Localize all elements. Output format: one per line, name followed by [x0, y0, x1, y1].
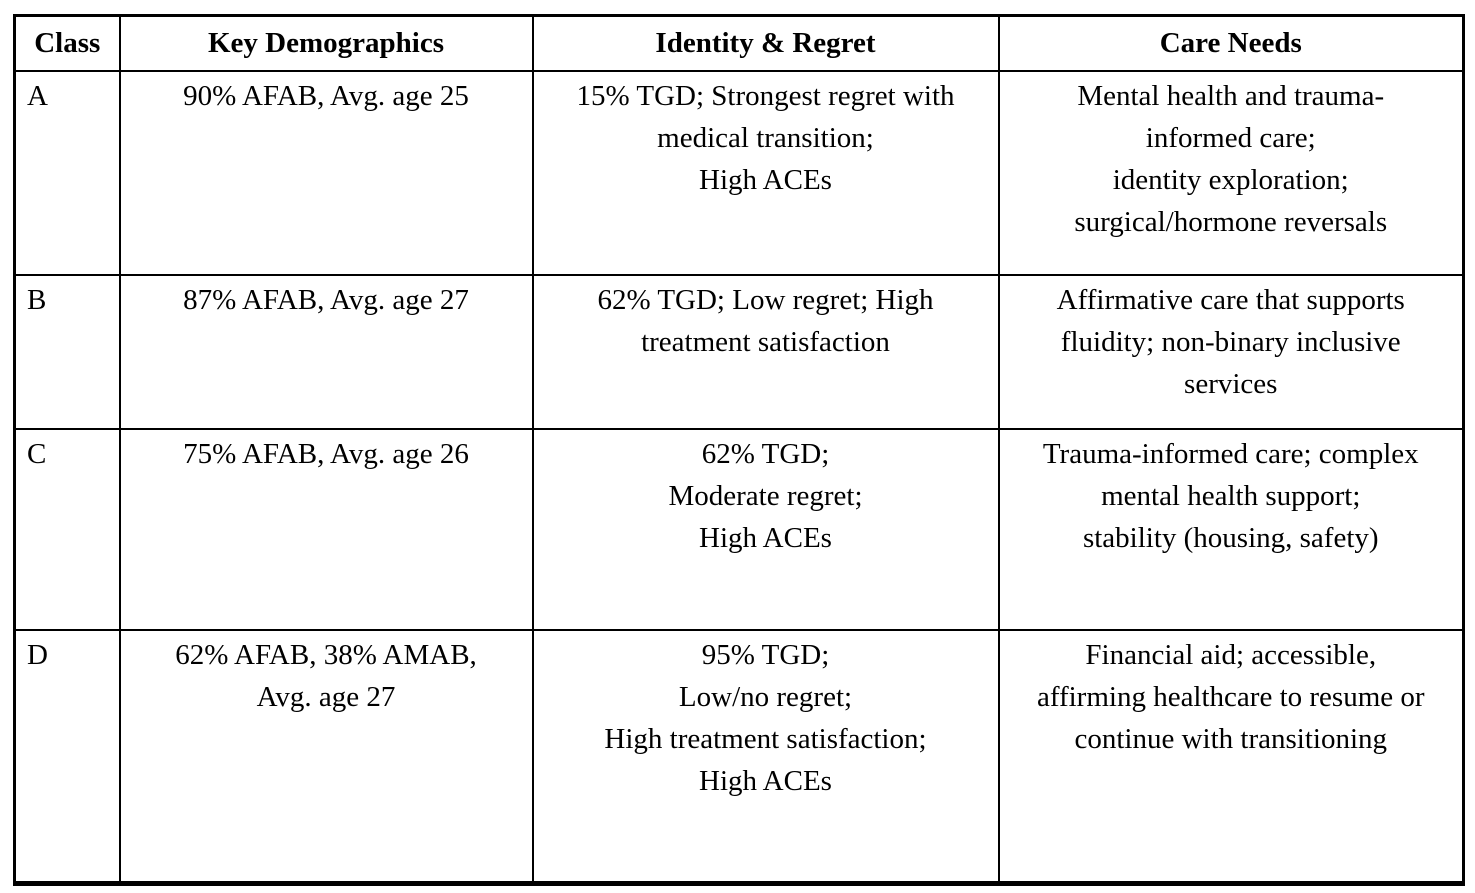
- cell-care-needs: Trauma-informed care; complex mental hea…: [997, 427, 1465, 631]
- cell-identity-regret: 95% TGD; Low/no regret; High treatment s…: [531, 628, 1000, 885]
- cell-identity-regret: 62% TGD; Low regret; High treatment sati…: [531, 273, 1000, 430]
- cell-demographics: 87% AFAB, Avg. age 27: [118, 273, 534, 430]
- header-key-demographics: Key Demographics: [118, 14, 534, 72]
- table-row-class-d: D 62% AFAB, 38% AMAB, Avg. age 27 95% TG…: [13, 628, 1465, 885]
- cell-class-label: C: [13, 427, 121, 631]
- cell-class-label: B: [13, 273, 121, 430]
- cell-identity-regret: 62% TGD; Moderate regret; High ACEs: [531, 427, 1000, 631]
- latent-classes-table: Class Key Demographics Identity & Regret…: [13, 14, 1465, 886]
- cell-demographics: 90% AFAB, Avg. age 25: [118, 69, 534, 276]
- cell-care-needs: Affirmative care that supports fluidity;…: [997, 273, 1465, 430]
- header-care-needs: Care Needs: [997, 14, 1465, 72]
- document-page: Class Key Demographics Identity & Regret…: [13, 14, 1465, 886]
- cell-demographics: 75% AFAB, Avg. age 26: [118, 427, 534, 631]
- header-class: Class: [13, 14, 121, 72]
- table-row-class-a: A 90% AFAB, Avg. age 25 15% TGD; Stronge…: [13, 69, 1465, 276]
- cell-class-label: A: [13, 69, 121, 276]
- header-identity-regret: Identity & Regret: [531, 14, 1000, 72]
- table-row-class-c: C 75% AFAB, Avg. age 26 62% TGD; Moderat…: [13, 427, 1465, 631]
- table-row-class-b: B 87% AFAB, Avg. age 27 62% TGD; Low reg…: [13, 273, 1465, 430]
- cell-care-needs: Financial aid; accessible, affirming hea…: [997, 628, 1465, 885]
- cell-class-label: D: [13, 628, 121, 885]
- cell-demographics: 62% AFAB, 38% AMAB, Avg. age 27: [118, 628, 534, 885]
- cell-identity-regret: 15% TGD; Strongest regret with medical t…: [531, 69, 1000, 276]
- cell-care-needs: Mental health and trauma- informed care;…: [997, 69, 1465, 276]
- table-header-row: Class Key Demographics Identity & Regret…: [13, 14, 1465, 72]
